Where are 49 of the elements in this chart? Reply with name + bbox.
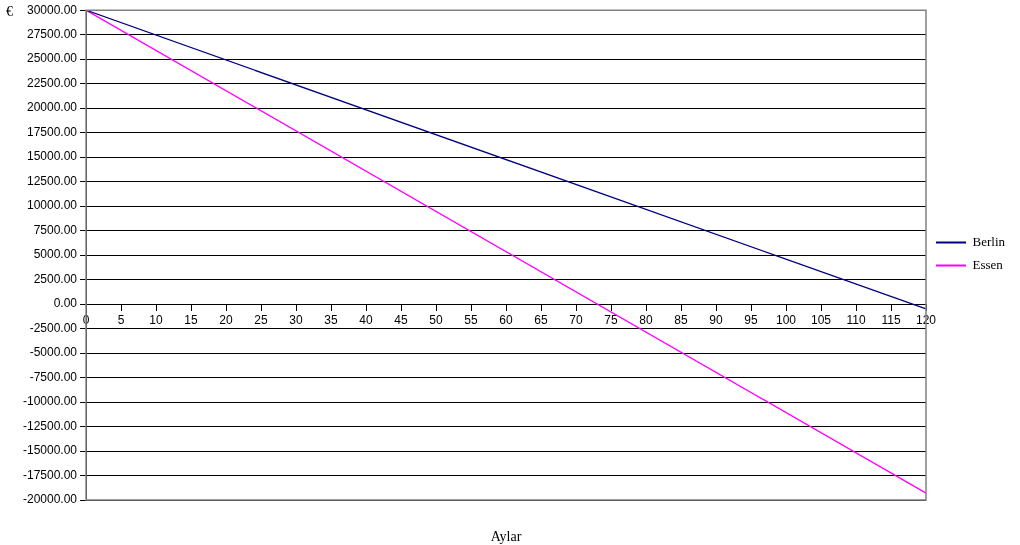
y-tick-label: 5000.00 (33, 247, 78, 262)
y-tick-label: 17500.00 (26, 124, 78, 139)
y-tick-label: 27500.00 (26, 27, 78, 41)
x-tick-label: 115 (881, 312, 901, 327)
y-tick-label: -10000.00 (23, 394, 78, 409)
y-tick-label: 12500.00 (26, 173, 78, 188)
y-tick-label: 25000.00 (26, 51, 78, 66)
y-tick-label: 20000.00 (26, 100, 78, 115)
x-tick-label: 110 (846, 312, 866, 327)
x-tick-label: 100 (776, 312, 797, 327)
x-tick-label: 5 (117, 312, 125, 327)
x-tick-label: 60 (499, 312, 514, 327)
x-tick-label: 120 (915, 312, 937, 327)
y-tick-label: -2500.00 (29, 320, 78, 335)
x-tick-label: 90 (709, 312, 724, 327)
y-tick-label: 10000.00 (26, 198, 78, 213)
legend-label: Berlin (972, 233, 1006, 249)
x-tick-label: 10 (149, 312, 164, 327)
x-axis-title: Aylar (490, 528, 522, 544)
y-tick-label: 15000.00 (26, 149, 78, 164)
y-tick-label: -12500.00 (23, 418, 78, 433)
x-tick-label: 95 (744, 312, 759, 327)
y-tick-label: 0.00 (53, 296, 78, 311)
x-tick-label: 70 (569, 312, 584, 327)
x-tick-label: 35 (324, 312, 339, 327)
x-tick-label: 45 (394, 312, 409, 327)
x-tick-label: 80 (639, 312, 654, 327)
y-tick-label: -17500.00 (23, 467, 78, 482)
x-tick-label: 25 (254, 312, 269, 327)
y-tick-label: 2500.00 (33, 271, 78, 286)
x-tick-label: 30 (289, 312, 304, 327)
legend-label: Essen (972, 256, 1004, 272)
x-tick-label: 40 (359, 312, 374, 327)
x-tick-label: 75 (604, 312, 619, 327)
y-tick-label: -5000.00 (29, 345, 78, 360)
y-tick-label: 7500.00 (33, 222, 78, 237)
x-tick-label: 85 (674, 312, 689, 327)
x-tick-label: 55 (464, 312, 479, 327)
y-tick-label: -20000.00 (23, 492, 78, 507)
x-tick-label: 20 (219, 312, 234, 327)
x-tick-label: 105 (811, 312, 832, 327)
y-tick-label: -7500.00 (29, 369, 78, 384)
y-axis-title: € (6, 3, 13, 19)
y-tick-label: -15000.00 (23, 443, 78, 458)
x-tick-label: 65 (534, 312, 549, 327)
x-tick-label: 15 (184, 312, 199, 327)
x-tick-label: 50 (429, 312, 444, 327)
y-tick-label: 30000.00 (26, 2, 78, 17)
y-tick-label: 22500.00 (26, 75, 78, 90)
